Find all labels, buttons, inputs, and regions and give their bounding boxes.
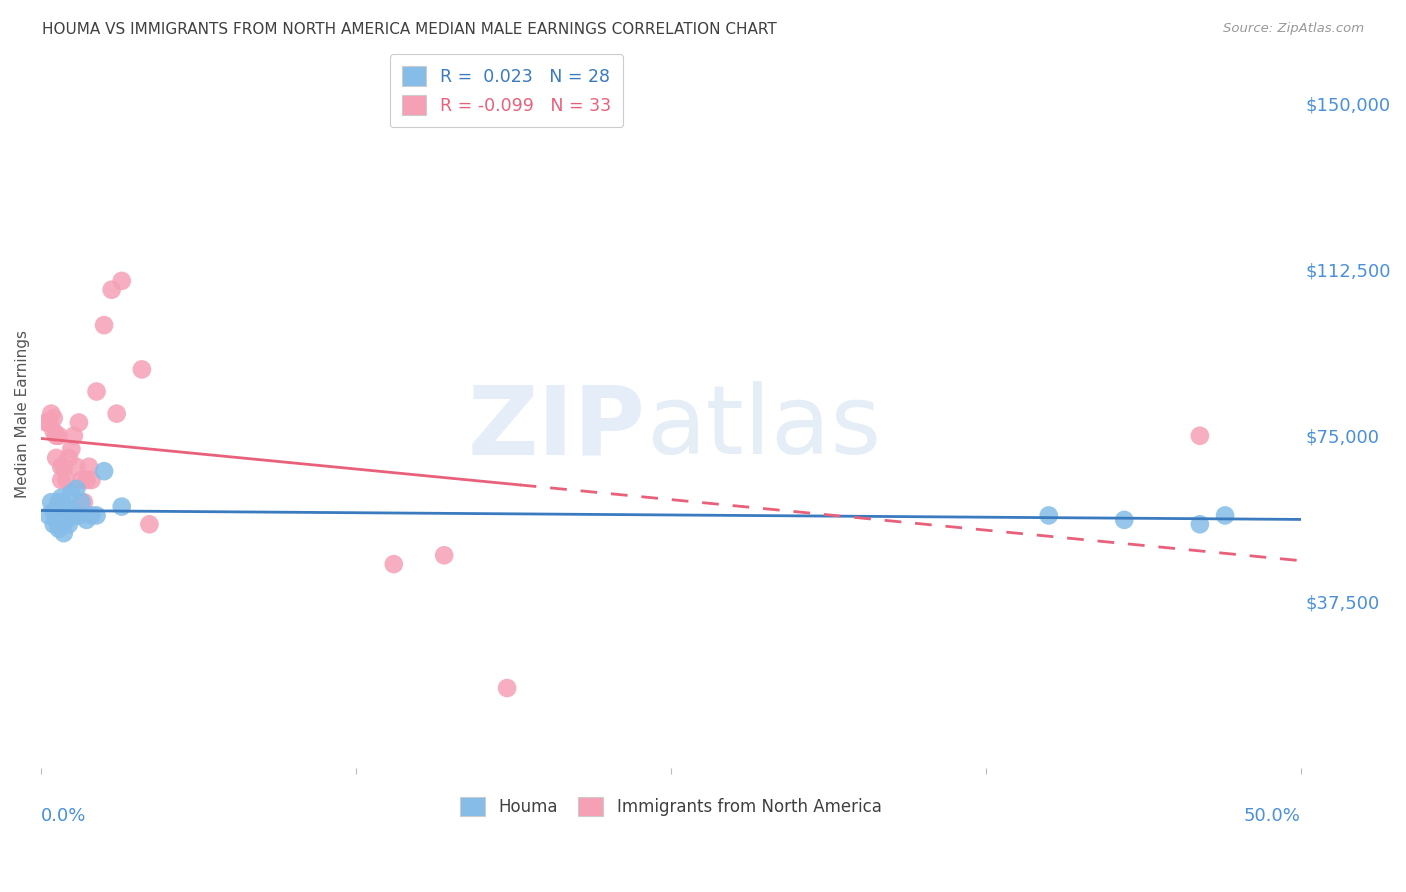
Point — [55, 473, 77, 487]
Point — [60, 442, 83, 456]
Point — [55, 500, 77, 514]
Point — [38, 508, 60, 523]
Text: 0.0%: 0.0% — [41, 806, 87, 824]
Point — [67, 416, 90, 430]
Point — [58, 517, 80, 532]
Point — [39, 495, 62, 509]
Text: Source: ZipAtlas.com: Source: ZipAtlas.com — [1223, 22, 1364, 36]
Point — [70, 473, 93, 487]
Point — [42, 425, 65, 439]
Point — [39, 407, 62, 421]
Text: HOUMA VS IMMIGRANTS FROM NORTH AMERICA MEDIAN MALE EARNINGS CORRELATION CHART: HOUMA VS IMMIGRANTS FROM NORTH AMERICA M… — [42, 22, 778, 37]
Y-axis label: Median Male Earnings: Median Male Earnings — [15, 330, 30, 498]
Point — [35, 416, 58, 430]
Point — [111, 500, 134, 514]
Point — [70, 495, 93, 509]
Point — [60, 486, 83, 500]
Point — [45, 429, 67, 443]
Point — [63, 508, 86, 523]
Point — [496, 681, 519, 695]
Text: 50.0%: 50.0% — [1244, 806, 1301, 824]
Legend: Houma, Immigrants from North America: Houma, Immigrants from North America — [454, 790, 889, 823]
Point — [42, 411, 65, 425]
Point — [131, 362, 153, 376]
Point — [1188, 429, 1211, 443]
Point — [86, 508, 108, 523]
Point — [48, 495, 70, 509]
Point — [75, 473, 97, 487]
Point — [80, 508, 103, 523]
Point — [51, 491, 73, 505]
Point — [38, 416, 60, 430]
Point — [65, 459, 87, 474]
Point — [100, 283, 122, 297]
Point — [105, 407, 128, 421]
Point — [1213, 508, 1236, 523]
Point — [1038, 508, 1060, 523]
Point — [48, 522, 70, 536]
Point — [55, 513, 77, 527]
Text: ZIP: ZIP — [468, 381, 645, 475]
Point — [51, 508, 73, 523]
Point — [111, 274, 134, 288]
Point — [45, 450, 67, 465]
Point — [93, 318, 115, 333]
Point — [1114, 513, 1136, 527]
Point — [65, 482, 87, 496]
Point — [86, 384, 108, 399]
Point — [63, 429, 86, 443]
Point — [51, 473, 73, 487]
Point — [51, 459, 73, 474]
Point — [52, 459, 75, 474]
Point — [382, 557, 405, 571]
Point — [1188, 517, 1211, 532]
Point — [73, 495, 96, 509]
Point — [67, 508, 90, 523]
Point — [138, 517, 160, 532]
Point — [52, 526, 75, 541]
Point — [42, 517, 65, 532]
Point — [58, 450, 80, 465]
Point — [45, 513, 67, 527]
Point — [48, 429, 70, 443]
Point — [77, 459, 100, 474]
Point — [60, 504, 83, 518]
Point — [93, 464, 115, 478]
Point — [433, 549, 456, 563]
Point — [80, 473, 103, 487]
Point — [42, 504, 65, 518]
Text: atlas: atlas — [645, 381, 880, 475]
Point — [75, 513, 97, 527]
